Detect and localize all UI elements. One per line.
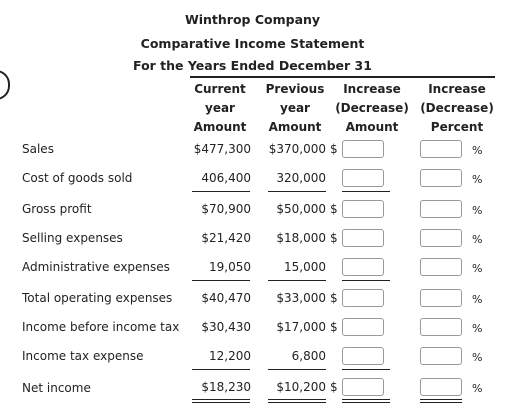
col-header-previous-line2: year xyxy=(280,101,310,115)
gross-profit-percent-sign: % xyxy=(472,204,483,217)
sales-increase-amount-input[interactable] xyxy=(342,140,384,158)
administrative-expenses-current-amount: 19,050 xyxy=(209,260,251,274)
administrative-expenses-increase-percent-input[interactable] xyxy=(420,258,462,276)
row-label-income-tax-expense: Income tax expense xyxy=(22,349,144,363)
income-tax-expense-previous-amount: 6,800 xyxy=(291,349,326,363)
cogs-previous-amount: 320,000 xyxy=(276,171,326,185)
sales-dollar-sign: $ xyxy=(330,142,338,156)
net-income-dollar-sign: $ xyxy=(330,380,338,394)
income-tax-expense-percent-sign: % xyxy=(472,351,483,364)
cogs-increase-amount-input[interactable] xyxy=(342,169,384,187)
tax-amount-underline xyxy=(342,369,390,370)
row-label-administrative-expenses: Administrative expenses xyxy=(22,260,170,274)
cogs-current-underline xyxy=(192,191,250,192)
administrative-expenses-percent-sign: % xyxy=(472,262,483,275)
net-income-previous-double-underline xyxy=(268,399,326,403)
net-income-increase-amount-input[interactable] xyxy=(342,378,384,396)
cogs-current-amount: 406,400 xyxy=(201,171,251,185)
gross-profit-previous-amount: $50,000 xyxy=(276,202,326,216)
cogs-amount-underline xyxy=(342,191,390,192)
net-income-percent-double-underline xyxy=(420,399,462,403)
administrative-expenses-previous-amount: 15,000 xyxy=(284,260,326,274)
net-income-current-amount: $18,230 xyxy=(201,380,251,394)
income-tax-expense-increase-amount-input[interactable] xyxy=(342,347,384,365)
total-operating-expenses-current-amount: $40,470 xyxy=(201,291,251,305)
tax-previous-underline xyxy=(268,369,326,370)
row-label-total-operating-expenses: Total operating expenses xyxy=(22,291,173,305)
selling-expenses-dollar-sign: $ xyxy=(330,231,338,245)
selling-expenses-increase-percent-input[interactable] xyxy=(420,229,462,247)
left-bracket-decoration xyxy=(0,70,10,100)
row-label-net-income: Net income xyxy=(22,381,91,395)
statement-title: Comparative Income Statement xyxy=(140,36,365,51)
statement-period: For the Years Ended December 31 xyxy=(133,58,372,73)
selling-expenses-percent-sign: % xyxy=(472,233,483,246)
col-header-previous-line1: Previous xyxy=(265,82,325,96)
col-header-current-line3: Amount xyxy=(193,120,247,134)
income-before-tax-dollar-sign: $ xyxy=(330,320,338,334)
income-before-tax-increase-amount-input[interactable] xyxy=(342,318,384,336)
sales-current-amount: $477,300 xyxy=(193,142,251,156)
income-before-tax-current-amount: $30,430 xyxy=(201,320,251,334)
admin-previous-underline xyxy=(268,280,326,281)
total-operating-expenses-dollar-sign: $ xyxy=(330,291,338,305)
net-income-amount-double-underline xyxy=(342,399,390,403)
gross-profit-increase-amount-input[interactable] xyxy=(342,200,384,218)
cogs-percent-sign: % xyxy=(472,173,483,186)
col-header-previous-line3: Amount xyxy=(268,120,322,134)
sales-percent-sign: % xyxy=(472,144,483,157)
net-income-increase-percent-input[interactable] xyxy=(420,378,462,396)
total-operating-expenses-increase-percent-input[interactable] xyxy=(420,289,462,307)
sales-previous-amount: $370,000 xyxy=(268,142,326,156)
row-label-gross-profit: Gross profit xyxy=(22,202,92,216)
header-rule xyxy=(190,76,495,78)
sales-increase-percent-input[interactable] xyxy=(420,140,462,158)
row-label-income-before-tax: Income before income tax xyxy=(22,320,180,334)
selling-expenses-previous-amount: $18,000 xyxy=(276,231,326,245)
selling-expenses-increase-amount-input[interactable] xyxy=(342,229,384,247)
col-header-current-line2: year xyxy=(205,101,235,115)
col-header-inc-percent-line2: (Decrease) xyxy=(420,101,494,115)
company-name: Winthrop Company xyxy=(184,12,321,27)
col-header-current-line1: Current xyxy=(194,82,246,96)
col-header-inc-percent: Increase (Decrease) Percent xyxy=(416,80,498,137)
total-operating-expenses-increase-amount-input[interactable] xyxy=(342,289,384,307)
row-label-sales: Sales xyxy=(22,142,54,156)
col-header-inc-percent-line3: Percent xyxy=(430,120,484,134)
tax-current-underline xyxy=(192,369,250,370)
gross-profit-current-amount: $70,900 xyxy=(201,202,251,216)
total-operating-expenses-percent-sign: % xyxy=(472,293,483,306)
income-tax-expense-current-amount: 12,200 xyxy=(209,349,251,363)
row-label-cogs: Cost of goods sold xyxy=(22,171,133,185)
admin-amount-underline xyxy=(342,280,390,281)
col-header-inc-percent-line1: Increase xyxy=(428,82,486,96)
admin-current-underline xyxy=(192,280,250,281)
income-before-tax-previous-amount: $17,000 xyxy=(276,320,326,334)
col-header-inc-amount-line3: Amount xyxy=(345,120,399,134)
total-operating-expenses-previous-amount: $33,000 xyxy=(276,291,326,305)
gross-profit-dollar-sign: $ xyxy=(330,202,338,216)
row-label-selling-expenses: Selling expenses xyxy=(22,231,123,245)
col-header-inc-amount-line1: Increase xyxy=(343,82,401,96)
net-income-current-double-underline xyxy=(192,399,250,403)
col-header-previous: Previous year Amount xyxy=(260,80,330,137)
selling-expenses-current-amount: $21,420 xyxy=(201,231,251,245)
cogs-increase-percent-input[interactable] xyxy=(420,169,462,187)
col-header-current: Current year Amount xyxy=(186,80,254,137)
col-header-inc-amount-line2: (Decrease) xyxy=(335,101,409,115)
gross-profit-increase-percent-input[interactable] xyxy=(420,200,462,218)
net-income-previous-amount: $10,200 xyxy=(276,380,326,394)
income-before-tax-percent-sign: % xyxy=(472,322,483,335)
administrative-expenses-increase-amount-input[interactable] xyxy=(342,258,384,276)
col-header-inc-amount: Increase (Decrease) Amount xyxy=(332,80,412,137)
income-tax-expense-increase-percent-input[interactable] xyxy=(420,347,462,365)
cogs-previous-underline xyxy=(268,191,326,192)
net-income-percent-sign: % xyxy=(472,382,483,395)
income-before-tax-increase-percent-input[interactable] xyxy=(420,318,462,336)
